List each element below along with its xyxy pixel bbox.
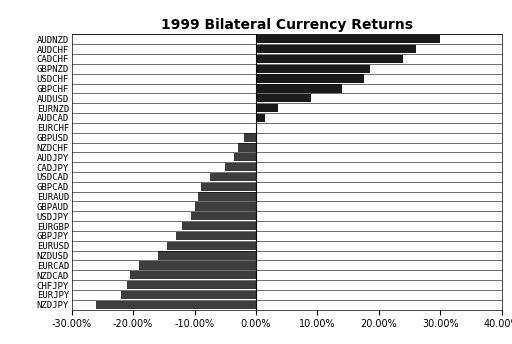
Title: 1999 Bilateral Currency Returns: 1999 Bilateral Currency Returns [161,18,413,32]
Bar [96,301,256,309]
Bar [121,291,256,299]
Bar [176,232,256,240]
Bar [195,202,256,211]
Bar [167,241,256,250]
Bar [139,261,256,270]
Bar [256,55,403,63]
Bar [238,143,256,152]
Bar [256,114,265,122]
Bar [198,192,256,201]
Bar [256,45,416,53]
Bar [256,84,342,93]
Bar [182,222,256,230]
Bar [158,251,256,260]
Bar [256,65,370,73]
Bar [210,173,256,181]
Bar [225,163,256,171]
Bar [201,183,256,191]
Bar [256,35,440,43]
Bar [256,104,278,112]
Bar [256,74,364,83]
Bar [234,153,256,161]
Bar [191,212,256,221]
Bar [127,281,256,289]
Bar [256,94,311,103]
Bar [244,133,256,142]
Bar [256,123,257,132]
Bar [130,271,256,279]
